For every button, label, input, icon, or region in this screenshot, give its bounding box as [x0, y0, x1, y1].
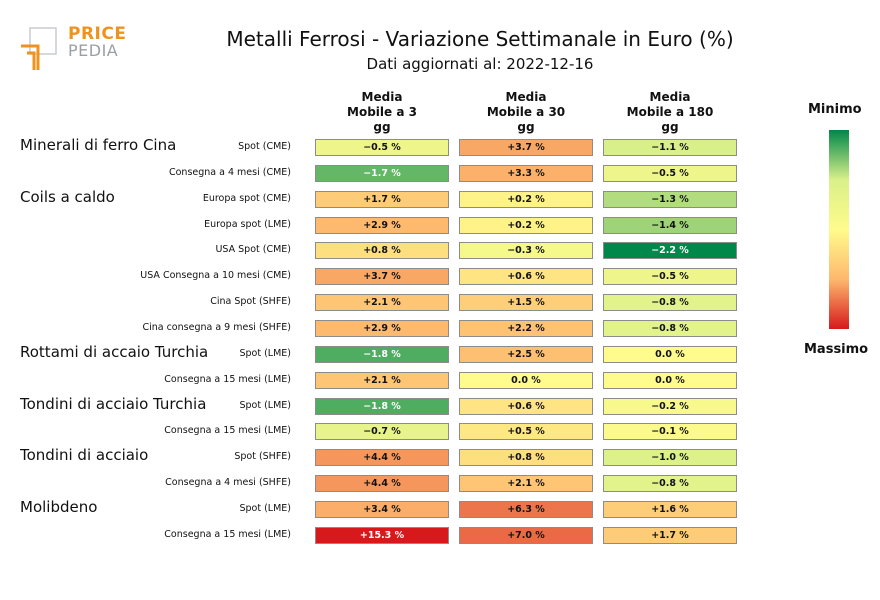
column-header-line: Media	[505, 90, 547, 104]
heatmap-cell: +0.8 %	[315, 242, 449, 260]
row-label: Consegna a 15 mesi (LME)	[164, 528, 291, 540]
heatmap-cell: 0.0 %	[459, 371, 593, 389]
heatmap-cell: +15.3 %	[315, 526, 449, 544]
heatmap-cell: +4.4 %	[315, 449, 449, 467]
heatmap-cell: −0.8 %	[603, 475, 737, 493]
row-label: Spot (CME)	[238, 141, 291, 152]
colorbar-min-label: Minimo	[808, 102, 862, 117]
heatmap-cell: −1.0 %	[603, 449, 737, 467]
heatmap-cell: +2.9 %	[315, 216, 449, 234]
heatmap-cell: −1.7 %	[315, 164, 449, 182]
row-label: Europa spot (LME)	[204, 218, 291, 230]
heatmap-cell: +3.3 %	[459, 164, 593, 182]
heatmap-cell: +2.1 %	[315, 371, 449, 389]
colorbar	[829, 130, 849, 329]
heatmap-cell: −1.1 %	[603, 139, 737, 156]
pricepedia-logo: PRICE PEDIA	[20, 26, 130, 72]
heatmap-cell: −0.1 %	[603, 423, 737, 441]
heatmap-cell: +6.3 %	[459, 500, 593, 518]
logo-mark-icon	[21, 27, 57, 70]
column-header-line: Mobile a 30	[486, 105, 566, 119]
heatmap-cell: −0.8 %	[603, 294, 737, 312]
row-label: Consegna a 4 mesi (SHFE)	[165, 477, 291, 489]
row-label: Spot (LME)	[239, 502, 291, 514]
heatmap-cell: −0.5 %	[315, 139, 449, 156]
heatmap-cell: +0.2 %	[459, 216, 593, 234]
heatmap-cell: +1.7 %	[315, 190, 449, 208]
row-label: Consegna a 15 mesi (LME)	[164, 425, 291, 437]
group-label: Tondini di acciaio	[20, 446, 149, 465]
heatmap-cell: +2.2 %	[459, 319, 593, 337]
heatmap-cell: −1.3 %	[603, 190, 737, 208]
heatmap-cell: +1.6 %	[603, 500, 737, 518]
row-label: USA Consegna a 10 mesi (CME)	[140, 270, 291, 282]
row-label: Cina Spot (SHFE)	[210, 296, 291, 308]
column-header-1: Media Mobile a 3 gg	[314, 90, 450, 135]
row-label: Cina consegna a 9 mesi (SHFE)	[142, 321, 291, 333]
column-header-line: Mobile a 3	[347, 105, 417, 119]
row-label: Spot (LME)	[239, 347, 291, 359]
column-header-line: Media	[649, 90, 691, 104]
column-header-line: Media	[361, 90, 403, 104]
heatmap-cell: +7.0 %	[459, 526, 593, 544]
heatmap-cell: +2.1 %	[459, 475, 593, 493]
heatmap-cell: +0.8 %	[459, 449, 593, 467]
row-label: USA Spot (CME)	[215, 244, 291, 256]
row-label: Spot (LME)	[239, 399, 291, 411]
heatmap-cell: +2.9 %	[315, 319, 449, 337]
row-label: Europa spot (CME)	[202, 192, 291, 204]
heatmap-cell: +0.6 %	[459, 268, 593, 286]
heatmap-cell: −0.8 %	[603, 319, 737, 337]
heatmap-cell: +4.4 %	[315, 475, 449, 493]
heatmap-cell: −2.2 %	[603, 242, 737, 260]
heatmap-cell: +3.4 %	[315, 500, 449, 518]
column-header-line: gg	[373, 120, 391, 134]
heatmap-cell: +0.2 %	[459, 190, 593, 208]
row-label: Spot (SHFE)	[234, 451, 291, 463]
logo-text-price: PRICE	[68, 24, 127, 44]
heatmap-cell: −0.3 %	[459, 242, 593, 260]
heatmap-cell: +3.7 %	[459, 139, 593, 156]
heatmap-cell: −0.7 %	[315, 423, 449, 441]
heatmap-cell: +1.7 %	[603, 526, 737, 544]
column-header-line: gg	[661, 120, 679, 134]
row-label: Consegna a 15 mesi (LME)	[164, 373, 291, 385]
column-header-line: gg	[517, 120, 535, 134]
heatmap-cell: 0.0 %	[603, 371, 737, 389]
heatmap-cell: +0.6 %	[459, 397, 593, 415]
column-header-line: Mobile a 180	[626, 105, 714, 119]
group-label: Molibdeno	[20, 497, 98, 516]
heatmap-cell: −0.5 %	[603, 268, 737, 286]
heatmap-cell: +3.7 %	[315, 268, 449, 286]
heatmap-cell: +0.5 %	[459, 423, 593, 441]
heatmap-cell: −1.8 %	[315, 345, 449, 363]
heatmap-cell: −1.4 %	[603, 216, 737, 234]
chart-subtitle: Dati aggiornati al: 2022-12-16	[366, 55, 594, 73]
group-label: Rottami di accaio Turchia	[20, 342, 209, 361]
heatmap-cell: +1.5 %	[459, 294, 593, 312]
heatmap-cell: +2.1 %	[315, 294, 449, 312]
heatmap-cell: 0.0 %	[603, 345, 737, 363]
heatmap-cell: +2.5 %	[459, 345, 593, 363]
group-label: Tondini di acciaio Turchia	[20, 394, 207, 413]
group-label: Minerali di ferro Cina	[20, 136, 177, 154]
column-header-2: Media Mobile a 30 gg	[458, 90, 594, 135]
heatmap-cell: −0.2 %	[603, 397, 737, 415]
heatmap-cell: −1.8 %	[315, 397, 449, 415]
logo-text-pedia: PEDIA	[68, 41, 119, 60]
heatmap-cell: −0.5 %	[603, 164, 737, 182]
column-header-3: Media Mobile a 180 gg	[602, 90, 738, 135]
row-label: Consegna a 4 mesi (CME)	[168, 166, 291, 178]
colorbar-max-label: Massimo	[804, 342, 869, 357]
chart-title: Metalli Ferrosi - Variazione Settimanale…	[226, 27, 734, 51]
group-label: Coils a caldo	[20, 187, 115, 206]
